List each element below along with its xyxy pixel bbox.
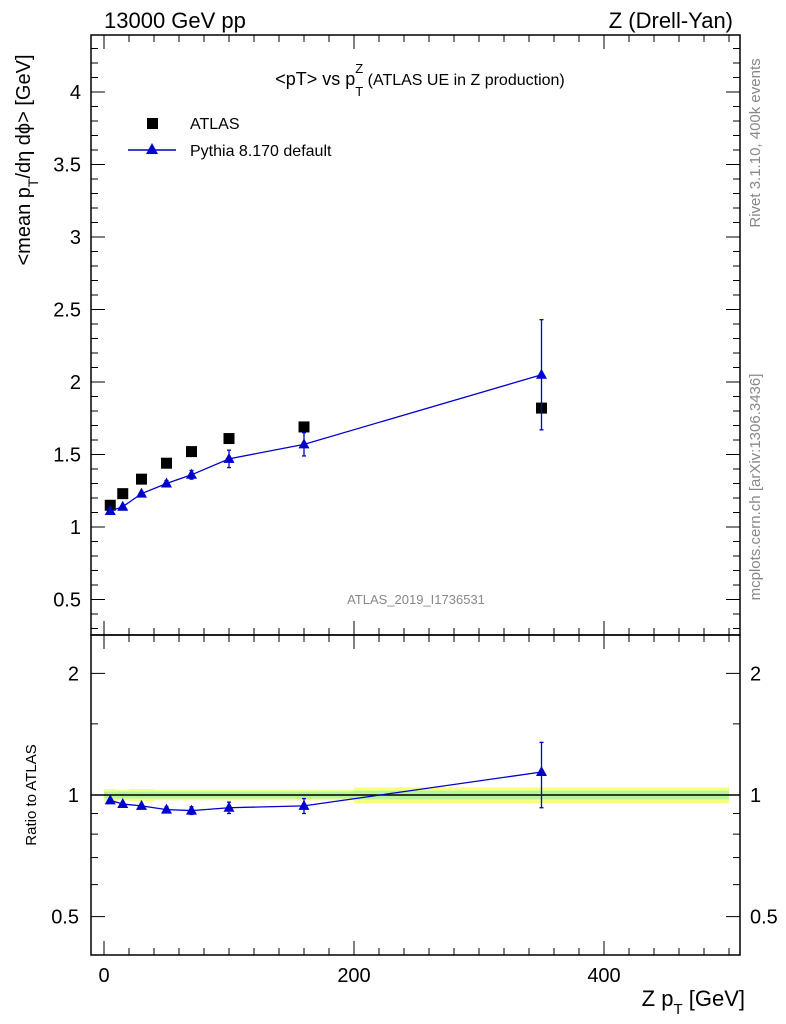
atlas-data-point — [161, 457, 172, 469]
chart-title-rest: (ATLAS UE in Z production) — [363, 72, 565, 89]
header-left-label: 13000 GeV pp — [104, 8, 246, 33]
main-series-layer — [104, 318, 547, 516]
main-y-tick-label: 2 — [70, 372, 81, 394]
main-y-tick-label: 4 — [70, 82, 81, 104]
chart-title-main: <pT> vs p — [275, 69, 355, 89]
ratio-y-tick-label-right: 0.5 — [750, 907, 778, 929]
pythia-point — [298, 438, 310, 449]
main-y-tick-label: 1 — [70, 517, 81, 539]
atlas-data-point — [223, 433, 235, 445]
ratio-pythia-point — [161, 803, 172, 814]
ratio-y-tick-label: 1 — [68, 785, 79, 807]
main-plot-panel: 0.511.522.533.54 <pT> vs pTZ (ATLAS UE i… — [13, 34, 741, 636]
main-y-label-main: <mean p — [13, 187, 35, 265]
ratio-pythia-point — [536, 766, 547, 777]
main-y-label-sub: T — [25, 178, 41, 187]
atlas-data-point — [186, 446, 197, 458]
atlas-data-point — [136, 473, 147, 485]
ratio-pythia-point — [223, 801, 235, 812]
main-y-tick-label: 1.5 — [53, 445, 81, 467]
pythia-point — [161, 477, 172, 488]
pythia-point — [104, 505, 116, 516]
main-y-axis-ticks: 0.5 1 1.5 2 2.5 3 3.5 4 — [53, 48, 740, 629]
main-y-tick-label: 2.5 — [53, 300, 81, 322]
main-y-label-rest: /dη dϕ> [GeV] — [13, 54, 35, 178]
pythia-line — [110, 374, 542, 512]
x-tick-label: 200 — [337, 965, 370, 987]
x-label-main: Z p — [642, 986, 674, 1011]
ratio-x-axis-ticks: 0 200 400 — [98, 635, 730, 987]
legend-label-atlas: ATLAS — [190, 116, 240, 133]
main-y-axis-label: <mean pT/dη dϕ> [GeV] — [13, 54, 41, 265]
rivet-side-label: Rivet 3.1.10, 400k events — [747, 58, 764, 227]
ratio-y-axis-label: Ratio to ATLAS — [23, 744, 40, 845]
chart-title-sub: T — [355, 84, 363, 99]
ratio-pythia-point — [298, 799, 310, 810]
ratio-y-tick-label-right: 1 — [750, 785, 761, 807]
pythia-point — [223, 452, 235, 463]
ratio-y-tick-label: 2 — [68, 663, 79, 685]
atlas-data-point — [298, 421, 310, 433]
x-tick-label: 400 — [587, 965, 620, 987]
x-axis-label: Z pT [GeV] — [642, 986, 745, 1018]
pythia-point — [117, 500, 129, 511]
legend-marker-pythia — [146, 143, 158, 154]
x-tick-label: 0 — [98, 965, 109, 987]
chart-title: <pT> vs pTZ (ATLAS UE in Z production) — [275, 61, 565, 99]
main-y-tick-label: 3 — [70, 227, 81, 249]
ratio-pythia-point — [136, 799, 147, 810]
atlas-data-point — [117, 488, 129, 500]
legend-label-pythia: Pythia 8.170 default — [190, 143, 332, 160]
pythia-point — [186, 468, 197, 479]
ratio-y-axis-ticks: 0.5 0.5 1 1 2 2 — [51, 663, 778, 928]
ratio-pythia-point — [186, 804, 197, 815]
ratio-plot-panel: 0.5 0.5 1 1 2 2 0 200 400 Ratio to ATLAS Z pT [… — [23, 634, 778, 1018]
ratio-y-tick-label: 0.5 — [51, 907, 79, 929]
ratio-series-layer — [104, 741, 547, 816]
legend: ATLAS Pythia 8.170 default — [128, 116, 332, 160]
pythia-point — [536, 368, 547, 379]
ratio-pythia-point — [104, 794, 116, 805]
x-label-rest: [GeV] — [683, 986, 745, 1011]
main-plot-frame — [90, 34, 741, 636]
main-y-tick-label: 3.5 — [53, 155, 81, 177]
main-x-axis-ticks — [103, 35, 730, 635]
pythia-point — [136, 487, 147, 498]
mcplots-side-label: mcplots.cern.ch [arXiv:1306.3436] — [747, 374, 764, 601]
main-y-tick-label: 0.5 — [53, 590, 81, 612]
x-label-sub: T — [673, 1001, 682, 1018]
ratio-y-tick-label-right: 2 — [750, 663, 761, 685]
analysis-id-watermark: ATLAS_2019_I1736531 — [347, 592, 485, 607]
chart-title-sup: Z — [355, 61, 363, 76]
header-right-label: Z (Drell-Yan) — [609, 8, 733, 33]
ratio-pythia-point — [117, 797, 129, 808]
legend-marker-atlas — [147, 118, 158, 129]
